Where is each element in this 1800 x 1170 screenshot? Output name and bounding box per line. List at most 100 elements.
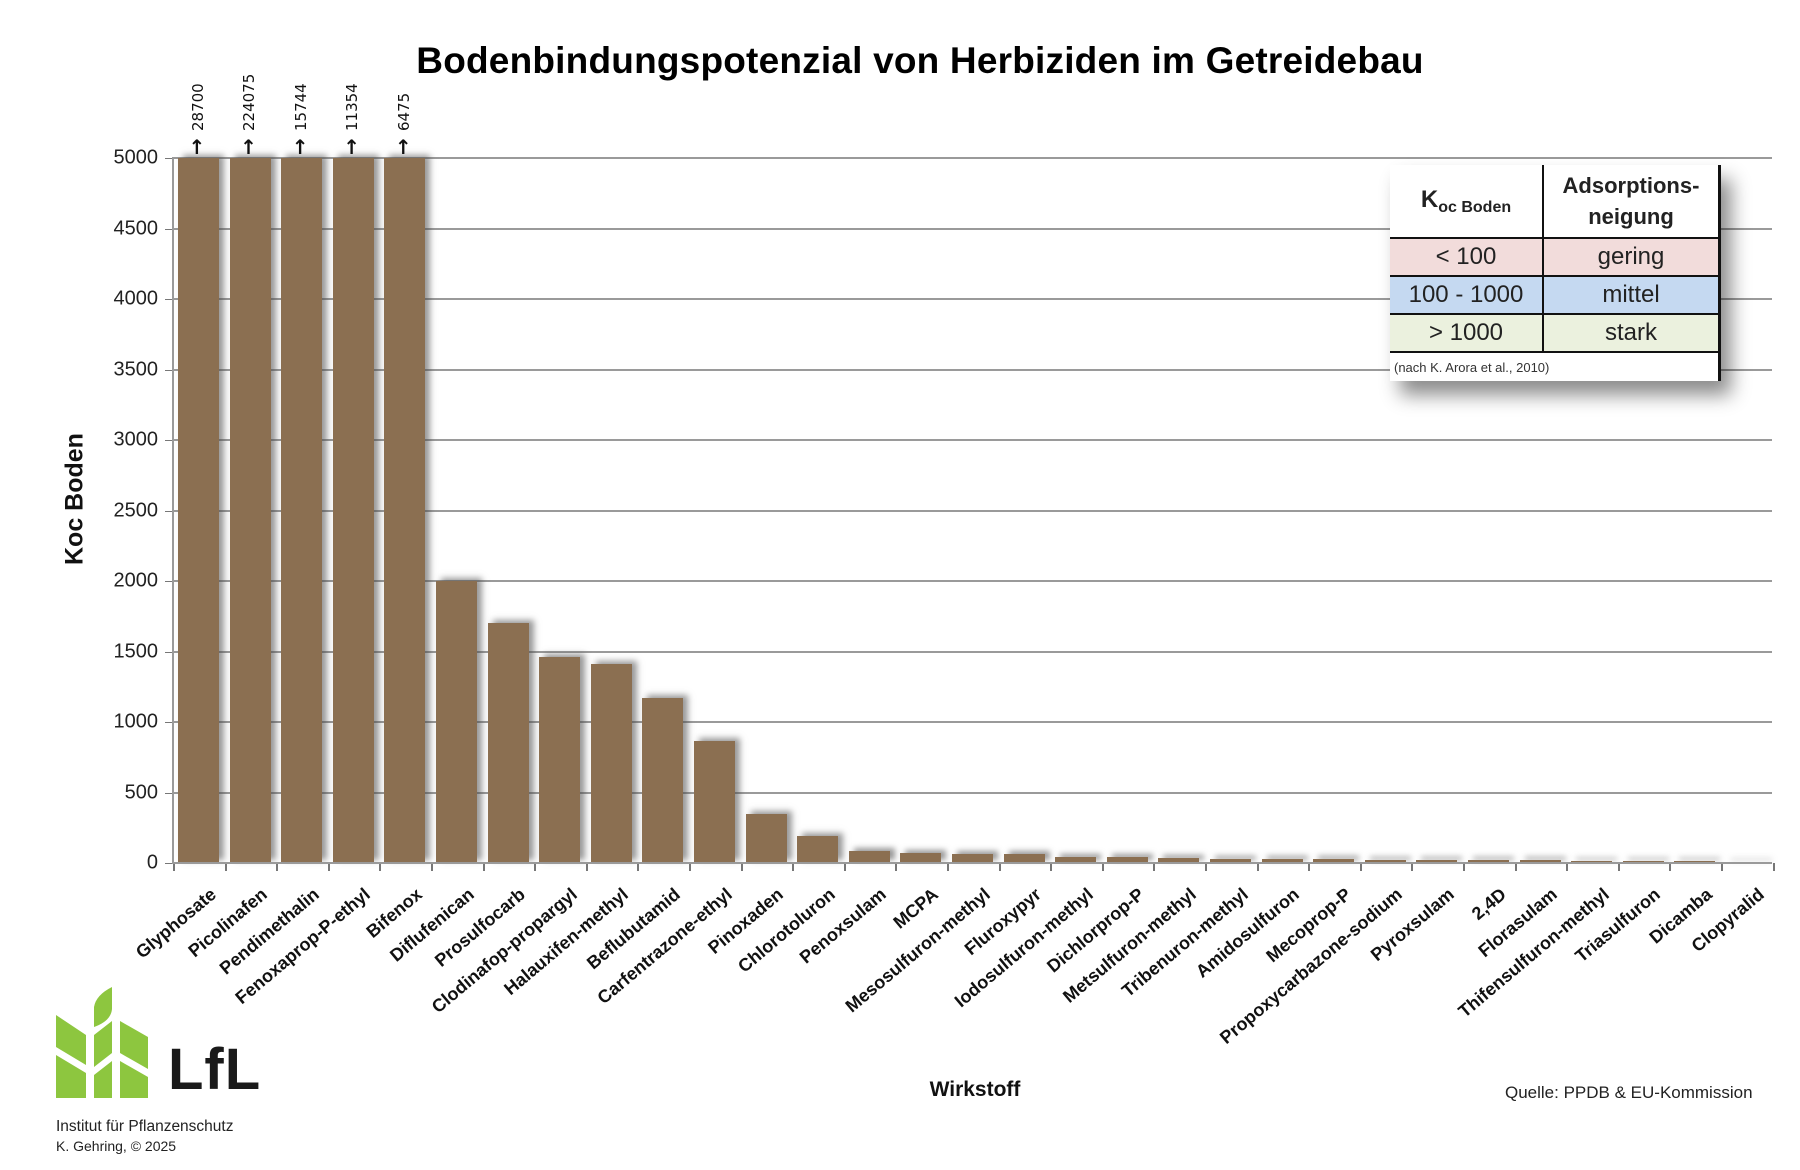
author-credit: K. Gehring, © 2025 [56, 1138, 177, 1154]
bar [1468, 859, 1509, 863]
x-tick [327, 863, 330, 871]
up-arrow-icon: ↑ [188, 135, 206, 159]
y-tick [165, 440, 172, 441]
gridline [172, 298, 1772, 300]
chart-title: Bodenbindungspotenzial von Herbiziden im… [416, 40, 1424, 81]
x-tick [482, 863, 485, 871]
y-tick-label: 1500 [113, 640, 159, 662]
gridline [172, 368, 1772, 371]
bar [1571, 860, 1613, 863]
x-tick [689, 863, 691, 871]
x-tick [173, 863, 175, 871]
plot-area: 0 500 1000 1500 2000 2500 3000 3500 4000 4500 5000… [114, 74, 1775, 1048]
y-tick-label: 0 [146, 851, 158, 874]
bar [1416, 859, 1458, 863]
bar [1519, 860, 1561, 863]
bar [1364, 859, 1406, 863]
bar [1210, 859, 1251, 863]
y-tick-label: 5000 [113, 146, 159, 169]
gridline [172, 227, 1772, 230]
x-tick [1153, 863, 1156, 871]
bar [952, 853, 993, 863]
x-tick [1463, 863, 1465, 871]
bar [332, 158, 374, 863]
overflow-value: 28700 [188, 83, 207, 131]
x-tick [1101, 863, 1104, 871]
y-tick [165, 369, 172, 371]
adsorption-legend-table: Koc Boden Adsorptions-neigung < 100 geri… [1390, 165, 1721, 381]
bar [539, 657, 581, 863]
bar [281, 158, 323, 863]
y-tick-label: 4000 [113, 287, 159, 310]
x-tick [1772, 863, 1775, 871]
x-tick [1514, 863, 1517, 871]
bar [694, 741, 735, 863]
x-tick [895, 863, 898, 871]
y-tick [165, 722, 172, 723]
up-arrow-icon: ↑ [343, 135, 361, 159]
legend-row-high: > 1000 stark [1390, 314, 1718, 353]
y-tick [165, 863, 172, 864]
y-tick [165, 299, 172, 300]
bar [436, 581, 477, 863]
overflow-value: 11354 [343, 83, 362, 131]
overflow-value: 15744 [291, 83, 310, 131]
bar [178, 158, 219, 863]
bar [1106, 857, 1148, 863]
bar [1158, 857, 1200, 863]
y-tick-label: 1000 [113, 710, 159, 733]
legend-row-low: < 100 gering [1390, 238, 1718, 277]
gridline [172, 721, 1772, 723]
gridline [172, 509, 1772, 512]
x-tick-label: 2,4D [1467, 884, 1510, 924]
bar [1055, 857, 1097, 863]
up-arrow-icon: ↑ [394, 135, 412, 159]
y-tick [165, 510, 172, 512]
x-tick [534, 863, 537, 871]
legend-header-adsorption: Adsorptions-neigung [1543, 165, 1718, 239]
x-tick [843, 863, 846, 871]
x-axis-title: Wirkstoff [929, 1078, 1021, 1101]
x-axis-line [172, 862, 1772, 864]
bar [1261, 859, 1303, 863]
bar [1313, 859, 1355, 863]
bar [900, 852, 942, 863]
x-tick [379, 863, 382, 871]
x-tick [1359, 863, 1362, 871]
bar [848, 850, 890, 863]
x-tick [431, 863, 433, 871]
x-tick [1669, 863, 1672, 871]
x-tick [276, 863, 279, 871]
y-tick [165, 651, 172, 653]
institute-name: Institut für Pflanzenschutz [56, 1118, 234, 1135]
bar [590, 664, 632, 863]
x-tick [1050, 863, 1053, 871]
gridline [172, 439, 1772, 441]
x-tick [740, 863, 743, 871]
y-tick [165, 228, 172, 230]
bar [487, 623, 529, 863]
up-arrow-icon: ↑ [291, 135, 309, 159]
bar [745, 814, 787, 863]
y-tick-label: 2000 [113, 569, 159, 592]
x-tick [1411, 863, 1414, 871]
y-tick-label: 500 [124, 781, 158, 803]
y-tick [165, 792, 172, 794]
bar [384, 158, 426, 863]
gridline [172, 650, 1772, 653]
x-tick [637, 863, 640, 871]
y-axis-line [172, 158, 174, 863]
gridline [172, 157, 1772, 159]
y-tick-label: 2500 [113, 499, 159, 521]
bar [1003, 853, 1045, 863]
x-tick [1256, 863, 1259, 871]
lfl-logo-text: LfL [168, 1037, 262, 1102]
legend-row-medium: 100 - 1000 mittel [1390, 276, 1718, 315]
legend-header-koc: Koc Boden [1390, 165, 1544, 239]
x-tick [1617, 863, 1620, 871]
x-tick [1205, 863, 1207, 871]
x-tick [1308, 863, 1311, 871]
x-tick [224, 863, 227, 871]
x-tick [947, 863, 949, 871]
y-tick-label: 3500 [113, 358, 159, 380]
